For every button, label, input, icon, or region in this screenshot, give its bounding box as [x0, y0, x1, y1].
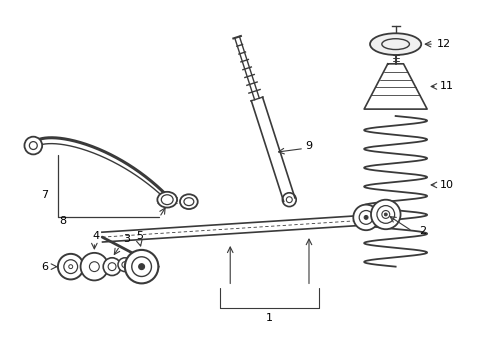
Circle shape	[81, 253, 108, 280]
Circle shape	[364, 215, 367, 219]
Ellipse shape	[157, 192, 177, 208]
Text: 2: 2	[418, 226, 425, 236]
Polygon shape	[364, 64, 426, 109]
Circle shape	[118, 258, 131, 271]
Circle shape	[24, 137, 42, 154]
Text: 8: 8	[59, 216, 66, 226]
Text: 1: 1	[265, 313, 272, 323]
Circle shape	[124, 250, 158, 283]
Polygon shape	[251, 97, 294, 202]
Text: 9: 9	[305, 140, 312, 150]
Circle shape	[352, 204, 378, 230]
Text: 6: 6	[41, 262, 48, 272]
Circle shape	[370, 200, 400, 229]
Polygon shape	[234, 36, 259, 100]
Text: 10: 10	[439, 180, 453, 190]
Text: 12: 12	[436, 39, 450, 49]
Text: 11: 11	[439, 81, 453, 91]
Ellipse shape	[180, 194, 197, 209]
Polygon shape	[102, 215, 377, 242]
Ellipse shape	[369, 33, 420, 55]
Circle shape	[103, 258, 121, 275]
Text: 4: 4	[93, 231, 100, 241]
Circle shape	[58, 254, 83, 279]
Circle shape	[384, 213, 386, 216]
Text: 7: 7	[41, 190, 49, 200]
Text: 3: 3	[123, 234, 130, 244]
Circle shape	[139, 264, 144, 270]
Text: 5: 5	[136, 231, 143, 241]
